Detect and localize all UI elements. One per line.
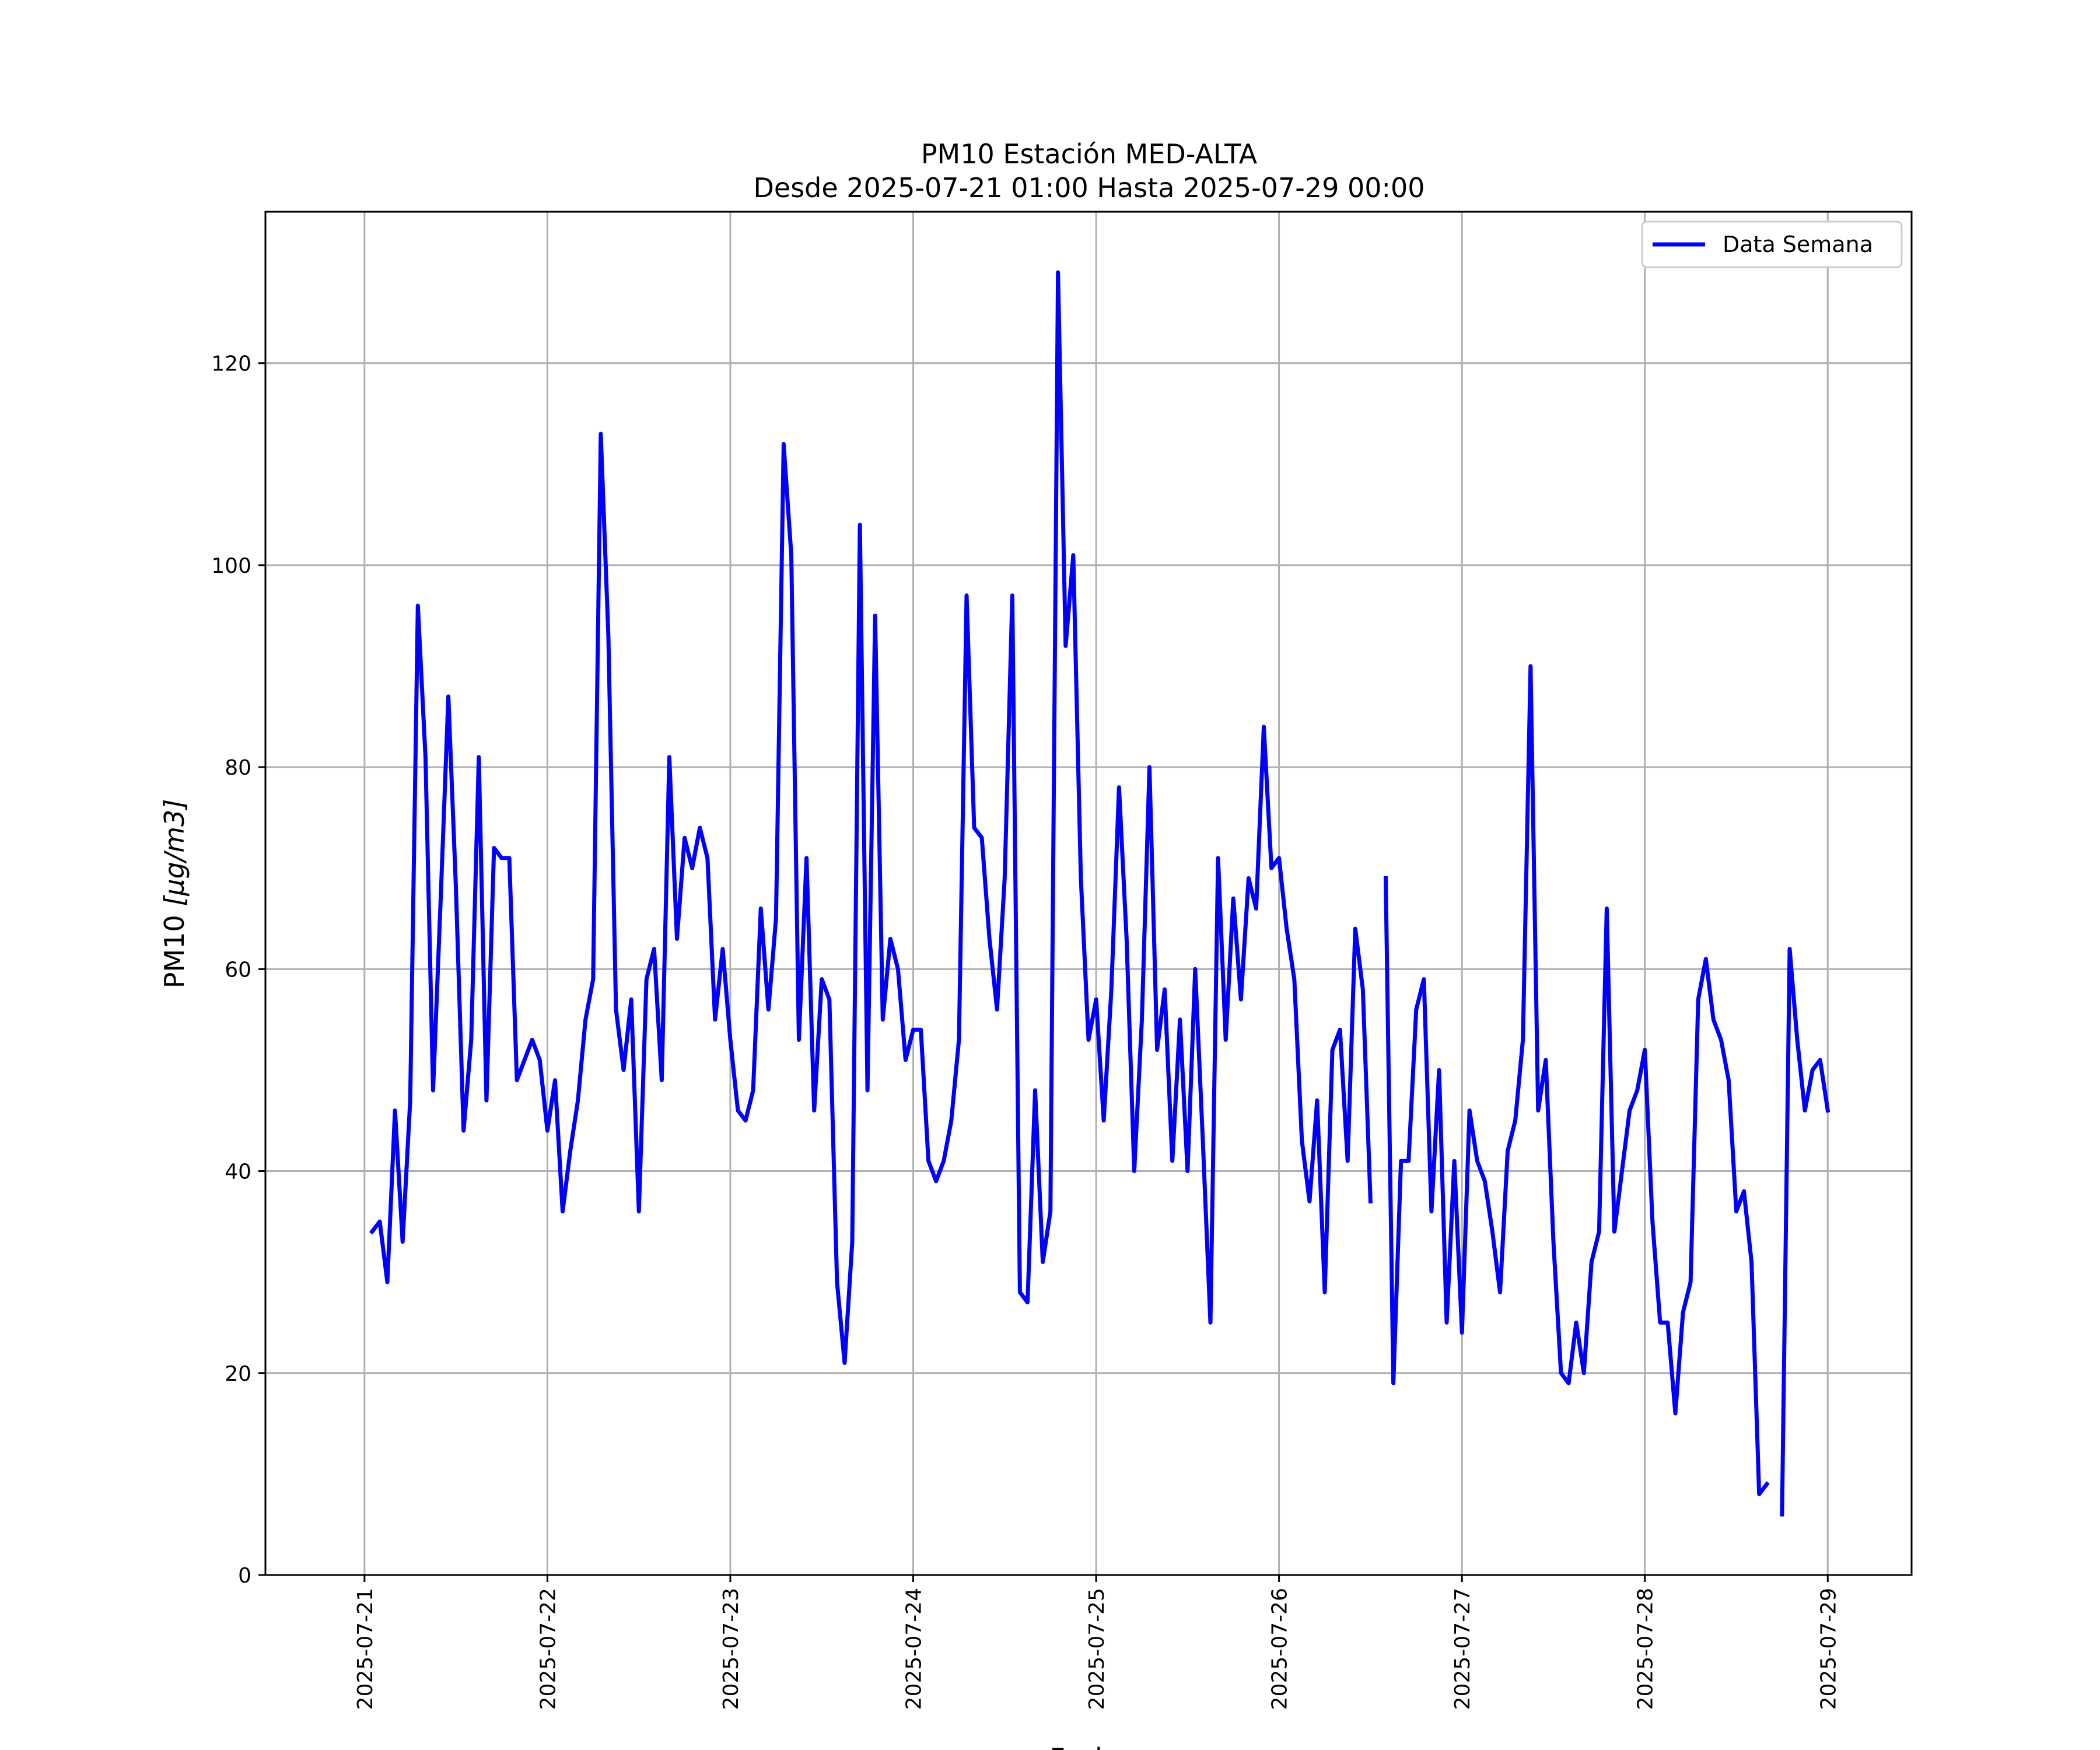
chart-title: PM10 Estación MED-ALTA [921,138,1258,170]
y-tick-label: 0 [238,1564,251,1588]
x-tick-label: 2025-07-22 [536,1588,560,1710]
y-tick-label: 80 [225,756,251,780]
y-tick-label: 20 [225,1362,251,1386]
x-axis-label: Fecha [1050,1742,1129,1750]
x-tick-label: 2025-07-26 [1268,1588,1292,1710]
y-tick-label: 40 [225,1160,251,1184]
chart-subtitle: Desde 2025-07-21 01:00 Hasta 2025-07-29 … [753,172,1424,204]
legend-label: Data Semana [1723,232,1873,257]
y-axis-label-unit: [μg/m3] [159,799,190,907]
legend: Data Semana [1641,220,1903,268]
series-layer [369,270,1831,1517]
x-tick-label: 2025-07-24 [902,1588,926,1710]
y-tick-label: 100 [211,554,251,578]
y-tick-label: 120 [211,352,251,376]
legend-box [1641,220,1903,268]
axis-ticks: 2025-07-21 2025-07-22 2025-07-23 2025-07-24… [211,352,1840,1710]
svg-text:PM10 [μg/m3]: PM10 [μg/m3] [159,799,190,989]
x-tick-label: 2025-07-27 [1451,1588,1475,1710]
y-axis-label: PM10 [μg/m3] [159,799,190,989]
plot-frame [264,211,1913,1576]
series-line-data-semana [369,270,1831,1517]
y-axis-label-main: PM10 [159,915,190,988]
x-tick-label: 2025-07-25 [1085,1588,1109,1710]
y-tick-label: 60 [225,958,251,982]
x-tick-label: 2025-07-21 [354,1588,377,1710]
x-tick-label: 2025-07-23 [719,1588,743,1710]
x-tick-label: 2025-07-28 [1634,1588,1658,1710]
x-tick-label: 2025-07-29 [1817,1588,1840,1710]
